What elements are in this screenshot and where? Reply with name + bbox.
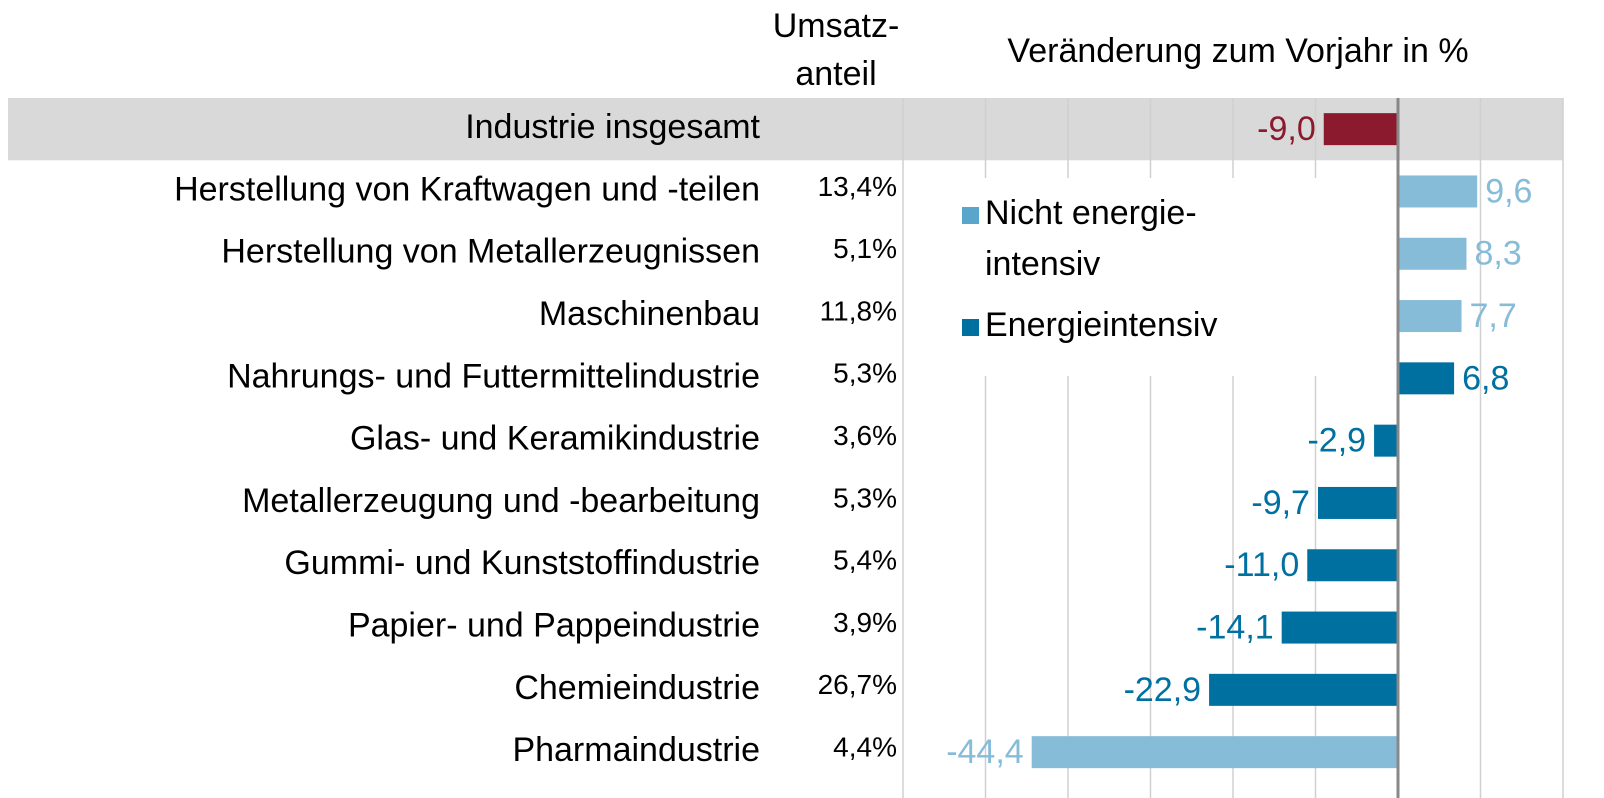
bar	[1398, 300, 1462, 333]
category-label: Industrie insgesamt	[465, 108, 760, 146]
value-label: -22,9	[1124, 671, 1202, 709]
category-label: Nahrungs- und Futtermittelindustrie	[227, 357, 760, 395]
category-label: Glas- und Keramikindustrie	[350, 420, 760, 458]
highlight-band	[8, 98, 1563, 161]
category-label: Pharmaindustrie	[512, 731, 760, 769]
share-label: 3,6%	[833, 420, 897, 451]
legend-label: Nicht energie-	[985, 194, 1197, 232]
category-label: Papier- und Pappeindustrie	[348, 607, 760, 645]
change-header: Veränderung zum Vorjahr in %	[1007, 32, 1468, 70]
share-label: 13,4%	[818, 171, 897, 202]
bar	[1398, 237, 1467, 270]
bar	[1398, 175, 1478, 208]
share-label: 11,8%	[820, 295, 897, 326]
share-label: 3,9%	[833, 607, 897, 638]
value-label: -44,4	[946, 733, 1024, 771]
share-label: 5,3%	[833, 358, 897, 389]
category-label: Herstellung von Metallerzeugnissen	[221, 233, 760, 271]
share-header: anteil	[795, 55, 876, 93]
value-label: 6,8	[1462, 359, 1509, 397]
category-label: Metallerzeugung und -bearbeitung	[242, 482, 760, 520]
category-label: Chemieindustrie	[514, 669, 760, 707]
value-label: -9,0	[1257, 110, 1316, 148]
bar	[1323, 113, 1398, 146]
share-label: 5,4%	[833, 545, 897, 576]
bar	[1209, 673, 1398, 706]
bar	[1307, 549, 1398, 582]
share-label: 26,7%	[818, 669, 897, 700]
bar	[1317, 486, 1398, 519]
category-label: Maschinenbau	[539, 295, 760, 333]
value-label: -9,7	[1251, 484, 1310, 522]
category-label: Herstellung von Kraftwagen und -teilen	[174, 170, 760, 208]
value-label: 9,6	[1485, 172, 1532, 210]
bar	[1031, 736, 1398, 769]
legend-label: intensiv	[985, 245, 1100, 283]
value-label: 7,7	[1470, 297, 1517, 335]
value-label: -14,1	[1196, 609, 1274, 647]
bar	[1281, 611, 1398, 644]
category-label: Gummi- und Kunststoffindustrie	[284, 544, 760, 582]
legend-marker	[962, 319, 979, 336]
legend-box	[912, 178, 1396, 376]
value-label: -2,9	[1307, 422, 1366, 460]
value-label: 8,3	[1474, 235, 1521, 273]
bar	[1374, 424, 1398, 457]
legend-label: Energieintensiv	[985, 306, 1217, 344]
share-label: 4,4%	[833, 732, 897, 763]
share-label: 5,1%	[833, 233, 897, 264]
value-label: -11,0	[1224, 546, 1299, 584]
share-header: Umsatz-	[773, 7, 900, 45]
legend-marker	[962, 207, 979, 224]
share-label: 5,3%	[833, 482, 897, 513]
bar	[1398, 362, 1455, 395]
